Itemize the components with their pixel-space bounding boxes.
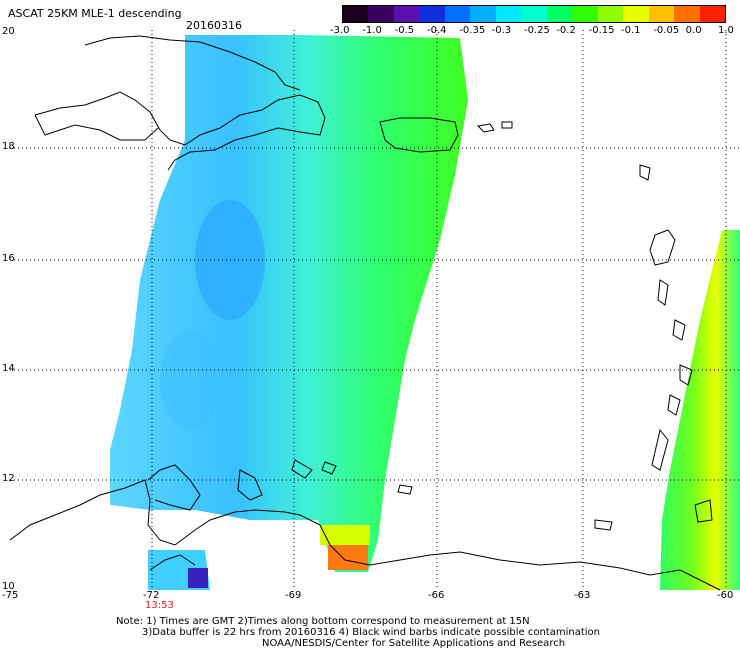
swath-blue-blob-2 (160, 330, 220, 430)
lat-label-20: 20 (2, 26, 15, 37)
graticule (10, 30, 740, 590)
colorbar-swatch (393, 6, 420, 22)
lat-label-16: 16 (2, 253, 15, 264)
coastlines (9, 35, 721, 591)
note-line-3: NOAA/NESDIS/Center for Satellite Applica… (262, 638, 566, 649)
lon-label-63: -63 (574, 590, 591, 601)
colorbar-swatch (343, 6, 369, 22)
colorbar-tick-label: -0.15 (588, 25, 615, 36)
colorbar-tick-label: -3.0 (330, 25, 350, 36)
colorbar-tick-label: -0.5 (394, 25, 415, 36)
colorbar-swatch (495, 6, 522, 22)
colorbar-swatch (572, 6, 598, 22)
colorbar (342, 5, 726, 23)
colorbar-swatch (368, 6, 394, 22)
lon-label-72: -72 (143, 590, 160, 601)
colorbar-swatch (470, 6, 496, 22)
colorbar-swatch (674, 6, 700, 22)
colorbar-swatch (546, 6, 573, 22)
colorbar-tick-label: 0.0 (685, 25, 702, 36)
note-line-1: Note: 1) Times are GMT 2)Times along bot… (116, 616, 530, 627)
swath-east (660, 230, 740, 590)
lon-label-66: -66 (428, 590, 445, 601)
product-date: 20160316 (186, 19, 242, 32)
colorbar-swatch (444, 6, 471, 22)
colorbar-swatch (521, 6, 547, 22)
colorbar-tick-label: -0.05 (653, 25, 680, 36)
swath-dark-patch (188, 568, 208, 588)
lat-label-18: 18 (2, 141, 15, 152)
colorbar-tick-label: -0.2 (556, 25, 576, 36)
product-title: ASCAT 25KM MLE-1 descending (8, 7, 182, 20)
note-line-2: 3)Data buffer is 22 hrs from 20160316 4)… (142, 627, 600, 638)
colorbar-tick-label: -0.25 (524, 25, 550, 36)
lat-label-12: 12 (2, 473, 15, 484)
colorbar-tick-label: -0.3 (491, 25, 512, 36)
lat-label-10: 10 (2, 581, 15, 592)
colorbar-swatch (623, 6, 649, 22)
lon-label-75: -75 (2, 590, 19, 601)
lon-label-69: -69 (285, 590, 302, 601)
colorbar-swatch (419, 6, 445, 22)
swath-main (110, 35, 468, 572)
colorbar-tick-label: -1.0 (362, 25, 382, 36)
colorbar-swatch (699, 6, 726, 22)
colorbar-tick-label: -0.1 (621, 25, 641, 36)
swath-yellow-patch (320, 525, 370, 545)
colorbar-tick-label: -0.35 (459, 25, 486, 36)
colorbar-swatch (597, 6, 624, 22)
colorbar-swatch (648, 6, 675, 22)
lon-label-60: -60 (717, 590, 734, 601)
lat-label-14: 14 (2, 363, 15, 374)
time-label: 13:53 (145, 600, 174, 611)
